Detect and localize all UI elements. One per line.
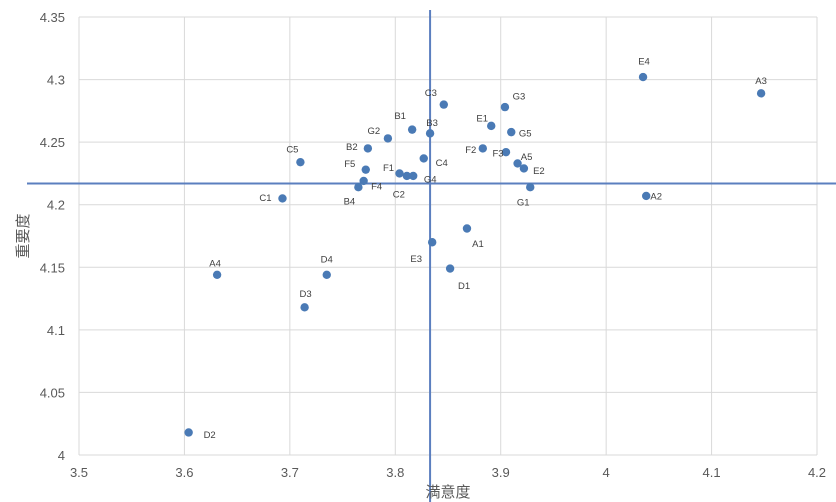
y-tick-label: 4.05 (40, 385, 65, 400)
data-point-D3 (300, 303, 309, 312)
data-point-E1 (487, 121, 496, 131)
data-point-D2 (184, 428, 193, 437)
data-label-A5: A5 (521, 152, 533, 163)
x-axis-title: 満意度 (425, 483, 470, 501)
y-tick-label: 4.35 (40, 10, 65, 25)
data-label-D4: D4 (321, 254, 333, 265)
data-label-C4: C4 (436, 158, 448, 169)
data-label-D2: D2 (204, 430, 216, 441)
data-label-F4: F4 (371, 181, 382, 192)
y-tick-label: 4.3 (47, 73, 65, 88)
data-point-C4 (419, 154, 428, 163)
data-point-E2 (519, 164, 529, 173)
data-label-A1: A1 (472, 239, 484, 250)
data-point-E4 (638, 72, 648, 82)
data-label-G2: G2 (368, 126, 381, 137)
data-label-G4: G4 (424, 174, 437, 185)
x-tick-label: 4.2 (808, 465, 826, 480)
data-label-B3: B3 (426, 118, 438, 129)
data-point-D1 (445, 264, 455, 273)
data-point-A5 (513, 159, 522, 168)
data-label-F5: F5 (344, 159, 355, 170)
data-label-B4: B4 (344, 197, 356, 208)
data-points (184, 72, 766, 437)
x-tick-label: 3.7 (281, 465, 299, 480)
x-tick-label: 4 (603, 465, 610, 480)
data-label-F2: F2 (465, 145, 476, 156)
data-point-B1 (407, 125, 417, 134)
data-point-G4 (409, 171, 418, 181)
data-label-C1: C1 (259, 193, 271, 204)
data-point-A2 (642, 191, 651, 201)
data-label-D3: D3 (300, 289, 312, 300)
data-point-A4 (212, 270, 222, 279)
data-label-C5: C5 (286, 145, 298, 156)
data-point-G5 (507, 127, 516, 137)
data-point-G3 (500, 102, 510, 112)
data-label-F1: F1 (383, 163, 394, 174)
data-point-D4 (322, 270, 331, 279)
data-label-A2: A2 (650, 191, 662, 202)
data-label-A3: A3 (755, 76, 767, 87)
data-label-D1: D1 (458, 281, 470, 292)
data-label-A4: A4 (209, 258, 221, 269)
data-point-F2 (478, 144, 487, 153)
data-label-G1: G1 (517, 198, 530, 209)
data-label-B2: B2 (346, 142, 358, 153)
data-point-F5 (361, 165, 370, 174)
data-label-G5: G5 (519, 129, 532, 140)
data-label-C2: C2 (393, 189, 405, 200)
data-label-E1: E1 (476, 113, 488, 124)
reference-lines (27, 10, 836, 502)
data-label-E3: E3 (410, 254, 422, 265)
x-tick-label: 4.1 (703, 465, 721, 480)
data-point-C1 (278, 194, 287, 203)
y-tick-label: 4.15 (40, 260, 65, 275)
data-label-G3: G3 (513, 92, 526, 103)
data-point-G1 (526, 182, 535, 192)
data-label-E4: E4 (638, 57, 650, 68)
x-tick-label: 3.8 (386, 465, 404, 480)
y-tick-label: 4.2 (47, 198, 65, 213)
y-tick-label: 4 (58, 448, 65, 463)
data-labels: A1 A2 A3 A4 A5 B1 B2 B3 B4 C1 C2 C3 C4 C5 D1 D2 D3 D4 E1 E2… (204, 57, 767, 441)
x-tick-label: 3.5 (70, 465, 88, 480)
x-tick-label: 3.9 (492, 465, 510, 480)
data-label-F3: F3 (492, 149, 503, 160)
y-axis-title: 重要度 (15, 213, 32, 258)
gridlines (78, 16, 818, 456)
data-point-E3 (427, 238, 437, 247)
x-tick-label: 3.6 (175, 465, 193, 480)
data-point-F4 (359, 176, 368, 186)
data-point-F3 (501, 147, 511, 157)
data-label-B1: B1 (394, 111, 406, 122)
data-point-G2 (383, 134, 393, 143)
data-point-B4 (354, 182, 363, 192)
data-label-E2: E2 (533, 166, 545, 177)
tick-labels: 3.5 3.6 3.7 3.8 3.9 4 4.1 4.2 4 4.05 4.1 4.15 4.2 4.2… (40, 10, 826, 480)
data-point-C3 (439, 100, 448, 109)
data-label-C3: C3 (425, 88, 437, 99)
data-point-C5 (296, 157, 305, 167)
y-tick-label: 4.25 (40, 135, 65, 150)
data-point-B3 (425, 129, 435, 138)
y-tick-label: 4.1 (47, 323, 65, 338)
data-point-A1 (462, 224, 472, 233)
data-point-B2 (363, 144, 373, 153)
data-point-A3 (756, 89, 766, 98)
data-point-C2 (402, 171, 412, 181)
data-point-F1 (395, 169, 404, 178)
